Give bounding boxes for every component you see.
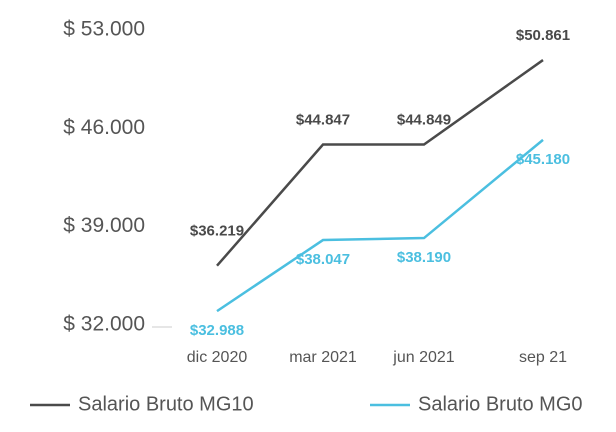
data-label: $44.847 bbox=[296, 111, 350, 128]
y-tick-label: $ 32.000 bbox=[63, 313, 145, 336]
data-label: $44.849 bbox=[397, 111, 451, 128]
legend-label: Salario Bruto MG0 bbox=[418, 393, 583, 415]
x-tick-label: mar 2021 bbox=[289, 349, 357, 366]
data-label: $36.219 bbox=[190, 223, 244, 240]
y-tick-label: $ 46.000 bbox=[63, 116, 145, 139]
y-tick-label: $ 39.000 bbox=[63, 214, 145, 237]
series-line bbox=[216, 59, 544, 267]
y-tick-label: $ 53.000 bbox=[63, 18, 145, 41]
series-line bbox=[216, 138, 544, 313]
x-tick-label: dic 2020 bbox=[187, 349, 248, 366]
x-tick-label: jun 2021 bbox=[392, 349, 454, 366]
data-label: $32.988 bbox=[190, 322, 244, 339]
legend-label: Salario Bruto MG10 bbox=[78, 393, 254, 415]
data-label: $45.180 bbox=[516, 151, 570, 168]
data-label: $38.190 bbox=[397, 249, 451, 266]
x-tick-label: sep 21 bbox=[519, 349, 567, 366]
data-label: $50.861 bbox=[516, 27, 570, 44]
data-label: $38.047 bbox=[296, 251, 350, 268]
